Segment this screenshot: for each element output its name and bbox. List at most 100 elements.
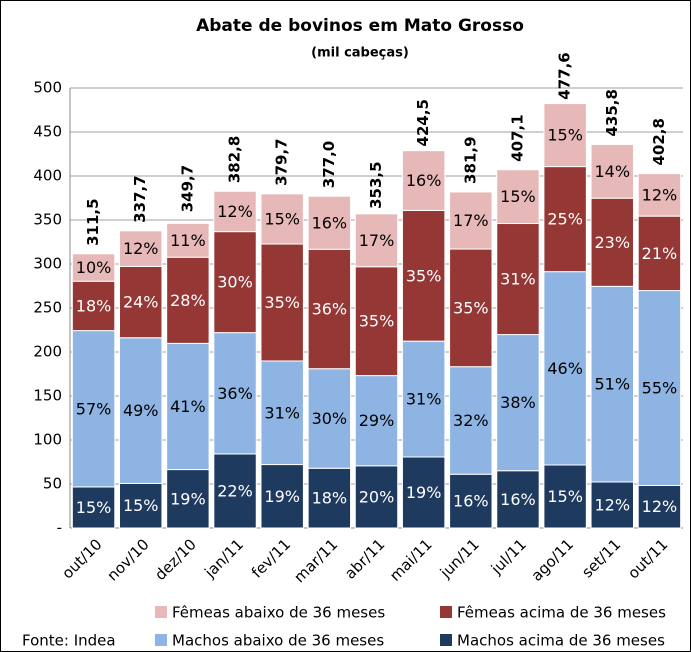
y-tick-label: - — [57, 519, 62, 537]
bar-segment — [71, 330, 116, 488]
share-label: 16% — [453, 492, 489, 511]
bar-segment — [260, 360, 304, 466]
share-label: 12% — [642, 185, 678, 204]
total-label: 382,8 — [226, 136, 244, 183]
share-label: 35% — [406, 266, 442, 285]
bar-segment — [590, 197, 634, 287]
total-label: 353,5 — [367, 161, 385, 208]
share-label: 41% — [170, 397, 206, 416]
share-label: 18% — [312, 489, 348, 508]
share-label: 22% — [217, 481, 253, 500]
bar-segment — [401, 150, 446, 211]
share-label: 30% — [217, 273, 253, 292]
total-label: 435,8 — [603, 89, 621, 136]
share-label: 25% — [547, 210, 583, 229]
total-label: 379,7 — [273, 138, 291, 185]
share-label: 14% — [594, 162, 630, 181]
share-label: 19% — [264, 487, 300, 506]
total-label: 402,8 — [650, 118, 668, 165]
bar-segment — [213, 332, 257, 455]
bar-segment — [449, 366, 493, 475]
legend-label: Fêmeas acima de 36 meses — [457, 604, 666, 622]
bar-segment — [637, 290, 682, 486]
share-label: 16% — [406, 171, 442, 190]
bar-segment — [119, 265, 163, 339]
bar-segment — [496, 470, 540, 529]
bar-segment — [449, 248, 493, 368]
share-label: 28% — [170, 291, 206, 310]
y-tick-label: 400 — [33, 167, 62, 185]
share-label: 15% — [123, 496, 159, 515]
bar-segment — [260, 464, 304, 529]
share-label: 19% — [170, 489, 206, 508]
bar-segment — [213, 231, 257, 334]
y-tick-label: 50 — [43, 475, 62, 493]
bar-segment — [637, 215, 682, 292]
bar-segment — [543, 271, 587, 466]
y-tick-label: 450 — [33, 123, 62, 141]
y-tick-label: 350 — [33, 211, 62, 229]
share-label: 36% — [217, 384, 253, 403]
bar-segment — [449, 473, 493, 529]
bar-segment — [401, 456, 446, 529]
y-tick-label: 250 — [33, 299, 62, 317]
bar-segment — [637, 484, 682, 529]
bar-segment — [307, 467, 352, 529]
share-label: 36% — [312, 300, 348, 319]
y-tick-label: 200 — [33, 343, 62, 361]
share-label: 21% — [642, 244, 678, 263]
share-label: 49% — [123, 401, 159, 420]
bar-segment — [260, 243, 304, 362]
bar-segment — [449, 191, 493, 250]
total-label: 377,0 — [320, 141, 338, 188]
bar-segment — [260, 193, 304, 245]
legend-label: Fêmeas abaixo de 36 meses — [172, 604, 385, 622]
legend-swatch — [155, 606, 167, 618]
share-label: 32% — [453, 411, 489, 430]
share-label: 15% — [500, 187, 536, 206]
share-label: 17% — [359, 231, 395, 250]
share-label: 18% — [76, 296, 112, 315]
bar-segment — [354, 465, 399, 529]
total-label: 381,9 — [461, 136, 479, 183]
y-tick-label: 500 — [33, 79, 62, 97]
share-label: 35% — [359, 312, 395, 331]
share-label: 31% — [264, 403, 300, 422]
share-label: 12% — [594, 495, 630, 514]
bar-segment — [590, 481, 634, 529]
bar-segment — [543, 166, 587, 273]
bar-segment — [590, 143, 634, 199]
bar-segment — [213, 190, 257, 233]
share-label: 17% — [453, 211, 489, 230]
share-label: 51% — [594, 375, 630, 394]
bar-segment — [119, 482, 163, 529]
y-tick-label: 300 — [33, 255, 62, 273]
share-label: 16% — [312, 213, 348, 232]
bar-segment — [401, 209, 446, 342]
share-label: 12% — [642, 497, 678, 516]
bar-segment — [71, 253, 116, 282]
share-label: 15% — [76, 498, 112, 517]
share-label: 12% — [123, 239, 159, 258]
total-label: 337,7 — [131, 175, 149, 222]
share-label: 12% — [217, 202, 253, 221]
bar-segment — [354, 375, 399, 467]
share-label: 46% — [547, 359, 583, 378]
legend-swatch — [440, 634, 452, 646]
share-label: 11% — [170, 231, 206, 250]
share-label: 30% — [312, 409, 348, 428]
bar-segment — [543, 103, 587, 168]
total-label: 311,5 — [84, 198, 102, 245]
share-label: 57% — [76, 399, 112, 418]
share-label: 35% — [264, 293, 300, 312]
share-label: 15% — [264, 209, 300, 228]
chart-subtitle: (mil cabeças) — [311, 46, 409, 61]
total-label: 407,1 — [508, 114, 526, 161]
legend-label: Machos acima de 36 meses — [457, 632, 665, 650]
bar-segment — [637, 173, 682, 217]
bar-segment — [213, 453, 257, 529]
bar-segment — [496, 334, 540, 472]
share-label: 16% — [500, 490, 536, 509]
